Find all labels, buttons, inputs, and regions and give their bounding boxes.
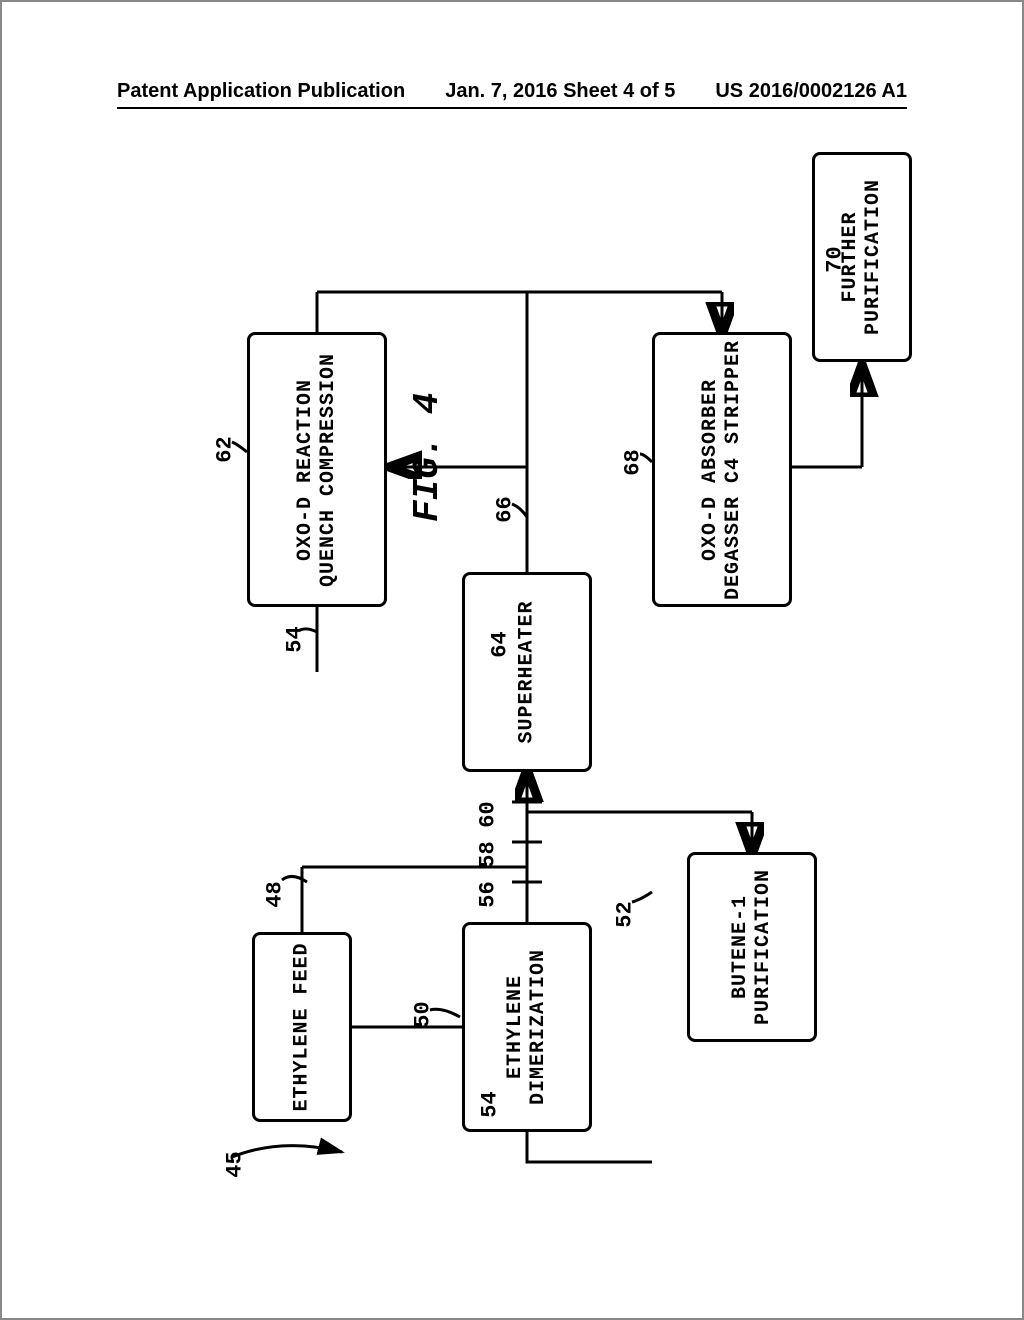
flow-diagram: ETHYLENE FEED ETHYLENE DIMERIZATION BUTE… (192, 152, 912, 1212)
box-label: OXO-D ABSORBER DEGASSER C4 STRIPPER (699, 339, 745, 599)
header-center: Jan. 7, 2016 Sheet 4 of 5 (445, 80, 675, 103)
label-52: 52 (613, 901, 638, 927)
page-frame: Patent Application Publication Jan. 7, 2… (0, 0, 1024, 1320)
label-54b: 54 (283, 626, 308, 652)
label-68: 68 (621, 449, 646, 475)
label-70: 70 (823, 246, 848, 272)
header-right: US 2016/0002126 A1 (715, 80, 907, 103)
label-54a: 54 (478, 1091, 503, 1117)
label-62: 62 (213, 436, 238, 462)
label-58: 58 (476, 841, 501, 867)
label-48: 48 (263, 881, 288, 907)
label-60: 60 (476, 801, 501, 827)
label-56: 56 (476, 881, 501, 907)
box-label: ETHYLENE DIMERIZATION (504, 949, 550, 1105)
box-label: OXO-D REACTION QUENCH COMPRESSION (294, 352, 340, 586)
box-butene1-purification: BUTENE-1 PURIFICATION (687, 852, 817, 1042)
label-64: 64 (488, 631, 513, 657)
box-label: SUPERHEATER (516, 600, 539, 743)
label-50: 50 (411, 1001, 436, 1027)
header-left: Patent Application Publication (117, 80, 405, 103)
label-66: 66 (493, 496, 518, 522)
box-oxod-reaction: OXO-D REACTION QUENCH COMPRESSION (247, 332, 387, 607)
box-label: ETHYLENE FEED (291, 942, 314, 1111)
label-45: 45 (223, 1151, 248, 1177)
page-header: Patent Application Publication Jan. 7, 2… (2, 80, 1022, 103)
header-rule (117, 107, 907, 109)
box-ethylene-feed: ETHYLENE FEED (252, 932, 352, 1122)
box-oxod-absorber: OXO-D ABSORBER DEGASSER C4 STRIPPER (652, 332, 792, 607)
box-label: BUTENE-1 PURIFICATION (729, 869, 775, 1025)
box-superheater: SUPERHEATER (462, 572, 592, 772)
